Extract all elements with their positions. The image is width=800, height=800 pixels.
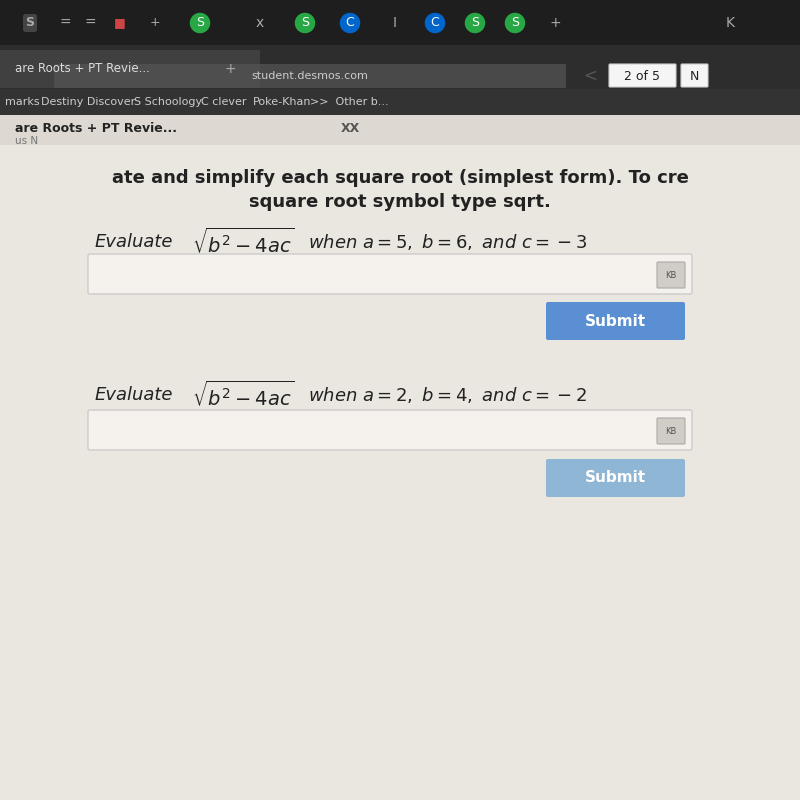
Text: Submit: Submit [585,470,646,486]
Text: C: C [346,17,354,30]
FancyBboxPatch shape [54,64,566,88]
Text: ate and simplify each square root (simplest form). To cre: ate and simplify each square root (simpl… [111,169,689,187]
Text: Evaluate: Evaluate [95,386,174,404]
Text: <: < [583,67,597,85]
FancyBboxPatch shape [546,302,685,340]
Text: student.desmos.com: student.desmos.com [251,71,369,81]
Text: C: C [430,17,439,30]
FancyBboxPatch shape [657,262,685,288]
Text: I: I [393,16,397,30]
Text: Poke-Khan: Poke-Khan [253,97,311,107]
Text: KB: KB [666,426,677,435]
Text: S: S [301,17,309,30]
Text: us N: us N [15,136,38,146]
Text: ■: ■ [114,17,126,30]
Text: XX: XX [340,122,360,135]
FancyBboxPatch shape [657,418,685,444]
Text: Destiny Discover: Destiny Discover [41,97,135,107]
Text: +: + [224,62,236,76]
FancyBboxPatch shape [0,50,260,88]
Text: K: K [726,16,734,30]
Text: square root symbol type sqrt.: square root symbol type sqrt. [249,193,551,211]
Text: $\sqrt{b^2 - 4ac}$: $\sqrt{b^2 - 4ac}$ [192,380,294,410]
Text: Evaluate: Evaluate [95,233,174,251]
FancyBboxPatch shape [546,459,685,497]
Text: when $a = 5,\ b = 6,$ and $c = -3$: when $a = 5,\ b = 6,$ and $c = -3$ [308,232,587,252]
Text: +: + [150,17,160,30]
Text: Submit: Submit [585,314,646,329]
Text: >>  Other b...: >> Other b... [310,97,389,107]
Text: S: S [511,17,519,30]
Text: x: x [256,16,264,30]
Text: =: = [84,16,96,30]
FancyBboxPatch shape [0,45,800,90]
FancyBboxPatch shape [609,64,676,87]
Text: C clever: C clever [202,97,247,107]
Text: S: S [471,17,479,30]
Text: =: = [59,16,71,30]
FancyBboxPatch shape [0,89,800,115]
FancyBboxPatch shape [0,0,800,45]
Text: 2 of 5: 2 of 5 [624,70,660,82]
Text: +: + [549,16,561,30]
Text: $\sqrt{b^2 - 4ac}$: $\sqrt{b^2 - 4ac}$ [192,227,294,257]
FancyBboxPatch shape [0,115,800,800]
Text: S Schoology: S Schoology [134,97,202,107]
Text: N: N [690,70,698,82]
FancyBboxPatch shape [0,115,800,145]
FancyBboxPatch shape [681,64,708,87]
Text: are Roots + PT Revie...: are Roots + PT Revie... [15,62,150,75]
Text: KB: KB [666,270,677,279]
FancyBboxPatch shape [88,254,692,294]
Text: S: S [196,17,204,30]
Text: are Roots + PT Revie...: are Roots + PT Revie... [15,122,177,135]
Text: when $a = 2,\ b = 4,$ and $c = -2$: when $a = 2,\ b = 4,$ and $c = -2$ [308,385,587,405]
FancyBboxPatch shape [88,410,692,450]
Text: S: S [26,17,34,30]
Text: marks: marks [5,97,40,107]
